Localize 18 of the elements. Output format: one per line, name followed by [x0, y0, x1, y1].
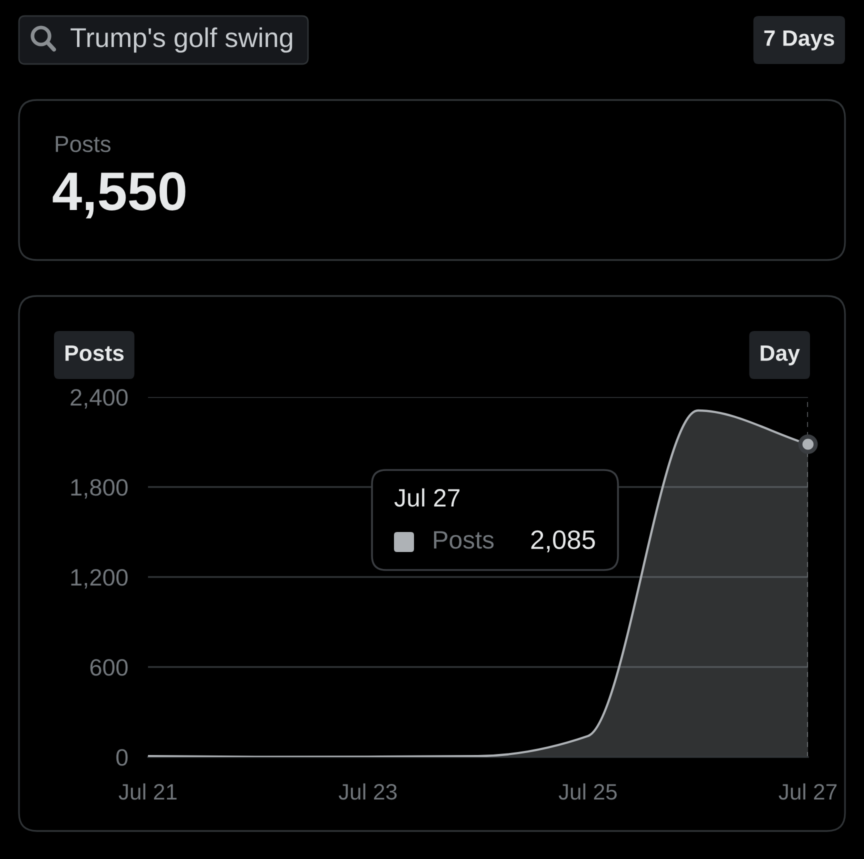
y-tick-label: 1,800: [71, 479, 128, 499]
y-tick-label: 600: [90, 659, 128, 676]
annotation: 2,085: [531, 530, 595, 552]
x-tick-label: Jul 23: [338, 783, 397, 800]
text: Posts: [56, 136, 110, 152]
text: 4,550: [52, 172, 186, 218]
legend-label: Posts: [434, 531, 494, 549]
x-tick-label: Jul 25: [558, 783, 617, 800]
text: Day: [760, 345, 800, 366]
x-tick-label: Jul 21: [118, 783, 177, 800]
y-tick-label: 0: [116, 749, 128, 766]
y-tick-label: 1,200: [71, 569, 128, 589]
chart-title: Posts: [65, 345, 124, 361]
text: 7 Days: [764, 30, 834, 50]
text: Trump's golf swing: [70, 27, 292, 53]
annotation: Jul 27: [394, 488, 460, 507]
y-tick-label: 2,400: [70, 389, 128, 409]
x-tick-label: Jul 27: [778, 783, 837, 800]
